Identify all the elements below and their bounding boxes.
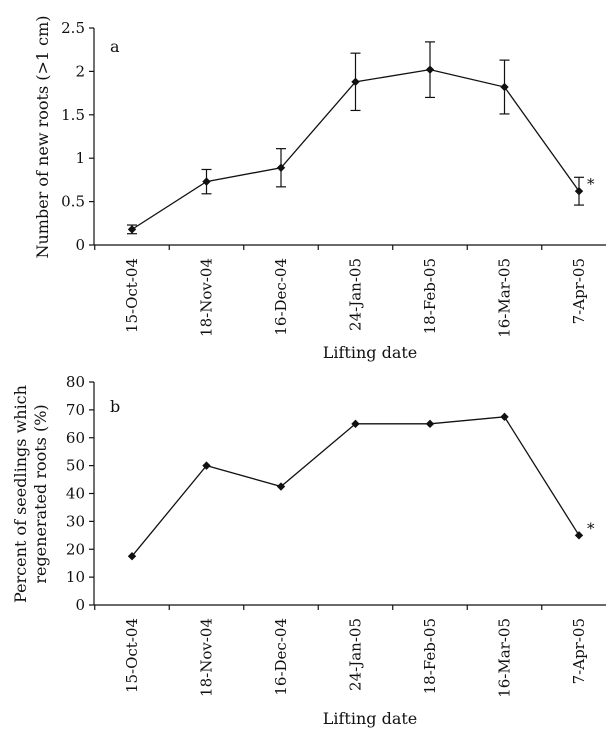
data-point [202, 177, 211, 186]
y-tick-label: 60 [66, 429, 85, 447]
x-tick-label: 18-Feb-05 [421, 618, 439, 694]
x-tick-label: 24-Jan-05 [347, 258, 365, 331]
x-tick-label: 7-Apr-05 [570, 618, 588, 684]
data-point [276, 482, 286, 491]
data-point [351, 77, 360, 87]
x-tick-label: 16-Dec-04 [272, 258, 290, 336]
y-tick-label: 30 [66, 512, 85, 530]
y-tick-label: 1 [75, 149, 85, 167]
y-tick-label: 80 [66, 373, 85, 391]
x-tick-label: 24-Jan-05 [347, 618, 365, 691]
x-tick-label: 15-Oct-04 [123, 258, 141, 333]
significance-annotation: * [587, 519, 595, 537]
data-point [276, 163, 286, 172]
y-tick-label: 70 [66, 401, 85, 419]
y-tick-label: 20 [66, 540, 85, 558]
y-tick-label: 0.5 [61, 193, 85, 211]
data-point [500, 82, 509, 92]
x-tick-label: 18-Nov-04 [198, 258, 216, 337]
data-point [574, 186, 584, 196]
data-point [574, 531, 584, 540]
x-tick-label: 15-Oct-04 [123, 618, 141, 693]
panel-letter: b [110, 397, 120, 416]
y-tick-label: 0 [75, 236, 85, 254]
data-point [127, 225, 137, 234]
data-point [425, 65, 435, 74]
x-tick-label: 16-Mar-05 [496, 258, 514, 338]
x-tick-label: 16-Dec-04 [272, 618, 290, 696]
y-tick-label: 10 [66, 568, 85, 586]
y-tick-label: 1.5 [61, 106, 85, 124]
x-tick-label: 16-Mar-05 [496, 618, 514, 698]
x-tick-label: 18-Nov-04 [198, 618, 216, 697]
chart-panel-a: 0 0.5 1 1.5 2 2.5 15-Oct-04 18-Nov-04 16-Dec-04 2… [33, 15, 606, 362]
x-tick-label: 7-Apr-05 [570, 258, 588, 324]
data-point [351, 419, 360, 429]
data-point [127, 552, 137, 561]
series-line [131, 416, 580, 557]
x-axis-title: Lifting date [323, 709, 418, 728]
y-axis-title: Percent of seedlings which [11, 385, 30, 603]
y-tick-label: 50 [66, 457, 85, 475]
y-tick-label: 2.5 [61, 19, 85, 37]
y-tick-label: 2 [75, 62, 85, 80]
data-point [202, 461, 211, 470]
y-tick-label: 40 [66, 485, 85, 503]
significance-annotation: * [587, 175, 595, 193]
chart-panel-b: 0 10 20 30 40 50 60 70 80 15-Oct-04 18-Nov-04 16-De… [11, 373, 606, 728]
y-axis-title: Number of new roots (>1 cm) [33, 15, 52, 258]
panel-letter: a [110, 37, 120, 56]
y-axis-title: regenerated roots (%) [31, 404, 50, 583]
x-axis-title: Lifting date [323, 343, 418, 362]
x-tick-label: 18-Feb-05 [421, 258, 439, 334]
data-point [500, 412, 509, 422]
y-tick-label: 0 [75, 596, 85, 614]
data-point [425, 419, 435, 429]
